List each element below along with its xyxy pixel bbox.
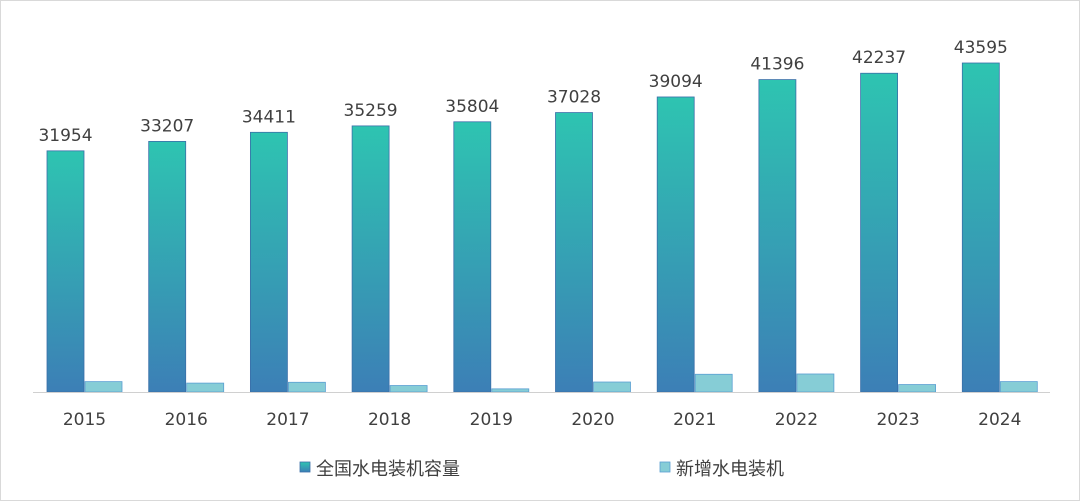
bar-2022-total (758, 79, 797, 393)
bar-2015-total (46, 150, 85, 393)
bar-2020-new (593, 381, 631, 393)
bar-2017-total (249, 131, 288, 393)
x-tick-2024: 2024 (978, 410, 1021, 430)
bar-2019-new (491, 388, 530, 393)
bar-2017-new (287, 381, 326, 393)
data-label-2024: 43595 (954, 38, 1008, 58)
data-label-2022: 41396 (750, 55, 804, 75)
data-label-2015: 31954 (38, 126, 92, 146)
data-label-2017: 34411 (242, 107, 296, 127)
bar-2023-total (860, 72, 898, 393)
data-label-2020: 37028 (547, 88, 601, 108)
x-tick-2023: 2023 (876, 410, 919, 430)
data-label-2018: 35259 (344, 101, 398, 121)
data-label-2016: 33207 (140, 116, 194, 136)
x-tick-2021: 2021 (673, 410, 716, 430)
data-label-2019: 35804 (445, 97, 499, 117)
x-tick-2020: 2020 (571, 410, 614, 430)
data-label-2023: 42237 (852, 48, 906, 68)
bar-2018-total (351, 125, 390, 393)
x-tick-2019: 2019 (470, 410, 513, 430)
bar-2021-new (694, 373, 733, 393)
bar-2015-new (84, 381, 123, 393)
x-tick-2017: 2017 (266, 410, 309, 430)
legend-label: 全国水电装机容量 (316, 459, 460, 480)
x-tick-2016: 2016 (165, 410, 208, 430)
bar-2019-total (453, 121, 492, 393)
legend-item-total: 全国水电装机容量 (299, 459, 460, 480)
bar-2018-new (389, 385, 428, 393)
bar-2021-total (656, 96, 695, 393)
legend-swatch (299, 461, 311, 473)
legend-item-new: 新增水电装机 (659, 459, 784, 480)
x-tick-2018: 2018 (368, 410, 411, 430)
legend-swatch (659, 461, 671, 473)
bar-2020-total (555, 112, 593, 393)
bar-2023-new (898, 384, 936, 393)
bar-2022-new (796, 373, 835, 393)
bar-2016-new (186, 382, 225, 393)
bar-2024-total (961, 62, 1000, 393)
legend-label: 新增水电装机 (676, 459, 784, 480)
x-tick-2022: 2022 (775, 410, 818, 430)
bar-2016-total (148, 140, 187, 393)
data-label-2021: 39094 (649, 72, 703, 92)
x-tick-2015: 2015 (63, 410, 106, 430)
bar-2024-new (999, 381, 1038, 393)
